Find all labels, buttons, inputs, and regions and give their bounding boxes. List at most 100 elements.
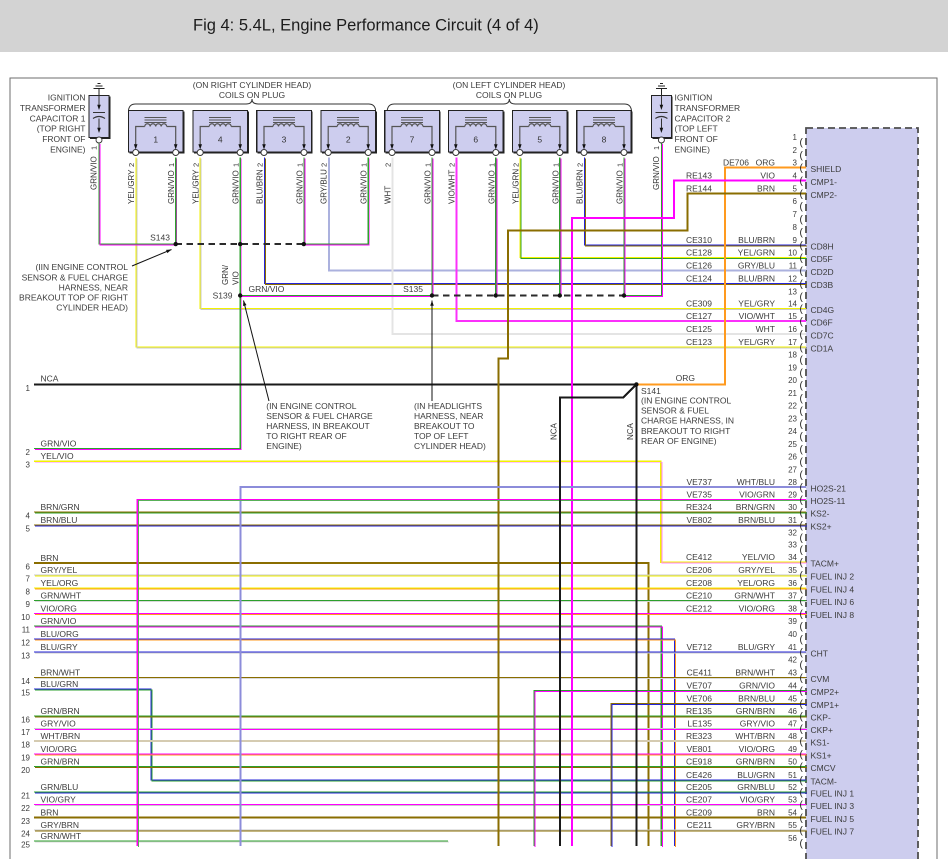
svg-text:(: ( [800, 495, 804, 506]
svg-text:RE144: RE144 [686, 183, 712, 193]
svg-text:S135: S135 [403, 284, 423, 294]
svg-text:YEL/GRY: YEL/GRY [127, 169, 136, 204]
svg-text:VIO/ORG: VIO/ORG [41, 603, 77, 613]
svg-text:BLU/ORG: BLU/ORG [41, 629, 79, 639]
svg-text:35: 35 [788, 566, 797, 575]
svg-text:CE426: CE426 [686, 770, 712, 780]
svg-text:S141: S141 [641, 386, 661, 396]
svg-text:GRN/VIO: GRN/VIO [616, 170, 625, 204]
svg-text:2: 2 [511, 163, 520, 167]
svg-text:FUEL INJ 6: FUEL INJ 6 [811, 597, 855, 607]
svg-text:(: ( [800, 571, 804, 582]
svg-text:CE207: CE207 [686, 795, 712, 805]
svg-text:41: 41 [788, 643, 797, 652]
svg-text:8: 8 [26, 587, 31, 596]
svg-text:FRONT OF: FRONT OF [675, 134, 718, 144]
svg-text:GRN/BRN: GRN/BRN [41, 706, 80, 716]
svg-text:4: 4 [218, 135, 223, 145]
svg-text:GRN/VIO: GRN/VIO [90, 156, 99, 190]
svg-text:BRN/BLU: BRN/BLU [738, 515, 775, 525]
svg-text:2: 2 [127, 163, 136, 167]
svg-text:CD5F: CD5F [811, 254, 833, 264]
svg-text:(ON LEFT CYLINDER HEAD): (ON LEFT CYLINDER HEAD) [453, 80, 566, 90]
svg-text:GRN/VIO: GRN/VIO [360, 170, 369, 204]
svg-text:FUEL INJ 7: FUEL INJ 7 [811, 827, 855, 837]
svg-text:VIO/ORG: VIO/ORG [739, 603, 775, 613]
svg-text:BRN/GRN: BRN/GRN [736, 502, 775, 512]
svg-text:GRN/BLU: GRN/BLU [41, 782, 79, 792]
svg-text:TACM-: TACM- [811, 777, 837, 787]
svg-text:CE212: CE212 [686, 603, 712, 613]
svg-text:BRN: BRN [757, 807, 775, 817]
svg-text:VE712: VE712 [686, 642, 712, 652]
svg-text:45: 45 [788, 695, 797, 704]
svg-text:(: ( [800, 596, 804, 607]
svg-text:BRN/GRN: BRN/GRN [41, 502, 80, 512]
svg-text:(IN HEADLIGHTS: (IN HEADLIGHTS [414, 401, 482, 411]
svg-text:CAPACITOR 1: CAPACITOR 1 [30, 113, 86, 123]
svg-text:CE124: CE124 [686, 274, 712, 284]
svg-text:REAR OF ENGINE): REAR OF ENGINE) [641, 436, 717, 446]
svg-text:15: 15 [788, 312, 797, 321]
svg-text:VIO/GRN: VIO/GRN [739, 490, 775, 500]
svg-text:(: ( [800, 406, 804, 417]
svg-text:GRN/VIO: GRN/VIO [652, 156, 661, 190]
svg-text:15: 15 [21, 689, 30, 698]
svg-text:(: ( [800, 240, 804, 251]
svg-text:WHT: WHT [384, 186, 393, 204]
svg-text:FUEL INJ 3: FUEL INJ 3 [811, 801, 855, 811]
svg-text:(: ( [800, 545, 804, 556]
svg-text:SENSOR & FUEL: SENSOR & FUEL [641, 406, 709, 416]
svg-text:HARNESS, NEAR: HARNESS, NEAR [414, 411, 483, 421]
svg-text:RE135: RE135 [686, 706, 712, 716]
svg-text:BRN/BLU: BRN/BLU [738, 694, 775, 704]
svg-text:13: 13 [21, 651, 30, 660]
svg-text:VE801: VE801 [686, 744, 712, 754]
svg-text:14: 14 [21, 677, 30, 686]
svg-text:NCA: NCA [41, 374, 59, 384]
svg-text:(: ( [800, 176, 804, 187]
svg-text:(: ( [800, 520, 804, 531]
svg-text:(: ( [800, 432, 804, 443]
svg-text:BLU/BRN: BLU/BRN [738, 274, 775, 284]
svg-text:CE310: CE310 [686, 235, 712, 245]
svg-text:RE324: RE324 [686, 502, 712, 512]
svg-text:(: ( [800, 508, 804, 519]
svg-text:YEL/GRN: YEL/GRN [511, 169, 520, 204]
svg-text:(: ( [800, 749, 804, 760]
svg-text:HO2S-11: HO2S-11 [811, 496, 846, 506]
svg-text:1: 1 [652, 146, 661, 150]
svg-text:3: 3 [26, 461, 31, 470]
svg-text:47: 47 [788, 719, 797, 728]
svg-text:25: 25 [788, 440, 797, 449]
svg-text:(: ( [800, 838, 804, 849]
svg-text:(: ( [800, 279, 804, 290]
svg-text:CE309: CE309 [686, 299, 712, 309]
svg-text:FUEL INJ 2: FUEL INJ 2 [811, 572, 855, 582]
svg-text:44: 44 [788, 681, 797, 690]
svg-text:1: 1 [153, 135, 158, 145]
svg-text:40: 40 [788, 630, 797, 639]
svg-text:GRY/BRN: GRY/BRN [736, 820, 775, 830]
svg-text:(: ( [800, 189, 804, 200]
svg-text:56: 56 [788, 834, 797, 843]
svg-text:YEL/VIO: YEL/VIO [41, 451, 74, 461]
svg-text:(: ( [800, 686, 804, 697]
svg-text:CE411: CE411 [687, 667, 713, 677]
svg-text:(: ( [800, 711, 804, 722]
svg-text:CKP-: CKP- [811, 712, 831, 722]
svg-text:31: 31 [788, 516, 797, 525]
svg-text:CD7C: CD7C [811, 330, 834, 340]
svg-text:27: 27 [788, 466, 797, 475]
svg-text:46: 46 [788, 707, 797, 716]
svg-text:(: ( [800, 457, 804, 468]
svg-text:WHT/BRN: WHT/BRN [735, 731, 775, 741]
svg-text:54: 54 [788, 808, 797, 817]
svg-text:6: 6 [473, 135, 478, 145]
svg-text:TRANSFORMER: TRANSFORMER [675, 103, 741, 113]
svg-text:GRN/BRN: GRN/BRN [736, 757, 775, 767]
svg-text:CMP1+: CMP1+ [811, 700, 840, 710]
svg-text:38: 38 [788, 604, 797, 613]
svg-text:GRN/VIO: GRN/VIO [41, 616, 77, 626]
svg-text:49: 49 [788, 745, 797, 754]
